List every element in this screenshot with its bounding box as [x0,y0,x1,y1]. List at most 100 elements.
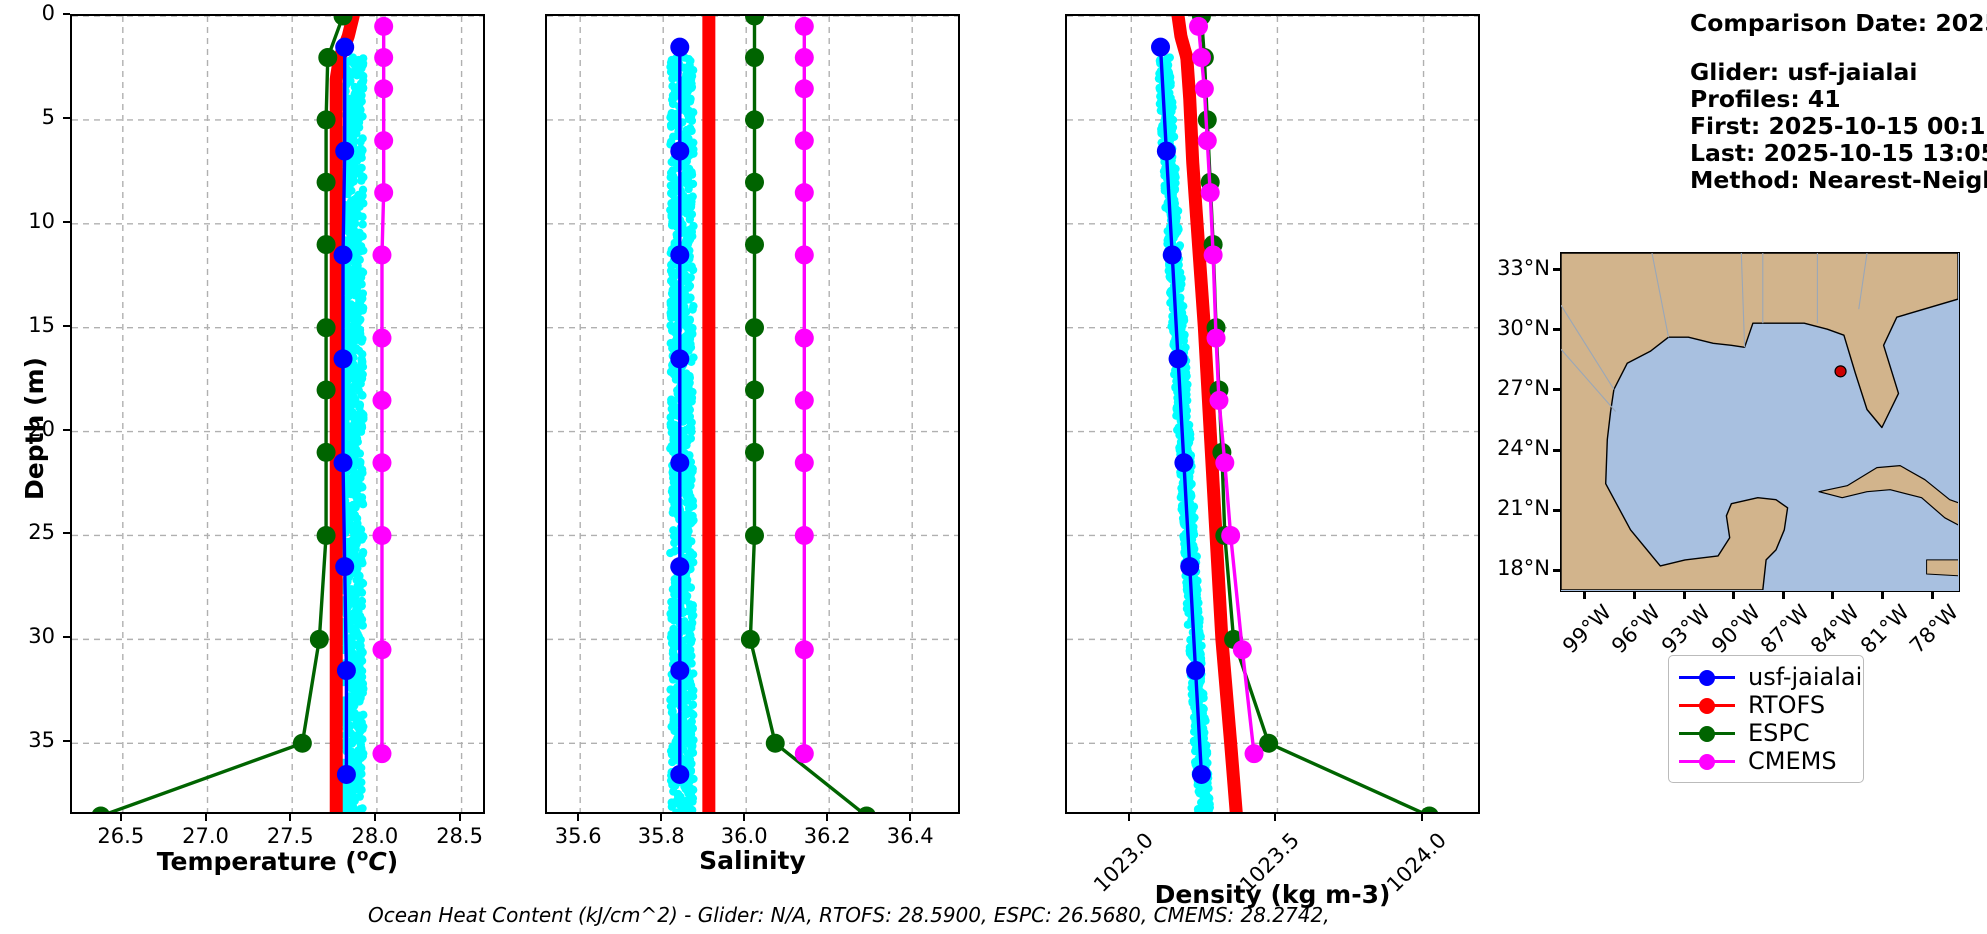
xtick-mark [909,814,912,821]
comparison-date-text: Comparison Date: 2025-10-15 [1690,9,1987,37]
legend-item[interactable]: ESPC [1679,719,1851,747]
ytick-label: 15 [28,312,55,337]
series-usf-jaialai [670,37,690,784]
map-lat-label: 18°N [1497,556,1550,581]
ytick-mark [63,740,70,743]
legend-item-label: usf-jaialai [1748,663,1863,691]
series-cmems [794,16,814,764]
ytick-mark [63,220,70,223]
map-lon-tick [1732,591,1736,599]
legend-item-label: CMEMS [1748,747,1837,775]
ytick-label: 25 [28,520,55,545]
legend-item[interactable]: RTOFS [1679,691,1851,719]
series-espc [740,16,876,812]
series-usf-jaialai [1151,37,1211,784]
legend-line-icon [1679,669,1735,686]
map-lon-tick [1881,591,1885,599]
temperature-plot-area [70,14,485,814]
map-lon-tick [1930,591,1934,599]
xtick-label: 36.0 [720,824,768,848]
depth-axis-title: Depth (m) [20,357,49,500]
xtick-mark [1128,814,1131,821]
map-lon-tick [1781,591,1785,599]
series-rtofs [1171,16,1243,812]
xtick-mark [458,814,461,821]
profiles-count-text: Profiles: 41 [1690,85,1841,113]
ytick-mark [63,428,70,431]
xtick-mark [119,814,122,821]
last-timestamp-text: Last: 2025-10-15 13:05:48 [1690,139,1987,167]
xtick-mark [373,814,376,821]
xtick-label: 36.4 [886,824,934,848]
ytick-label: 10 [28,208,55,233]
xtick-label: 35.6 [554,824,602,848]
map-lat-tick [1553,508,1561,512]
xtick-mark [1420,814,1423,821]
map-lat-label: 33°N [1497,255,1550,280]
ytick-label: 20 [28,416,55,441]
ytick-mark [63,116,70,119]
map-lat-label: 21°N [1497,496,1550,521]
series-usf-jaialai [333,37,356,784]
map-lat-tick [1553,328,1561,332]
ytick-mark [63,636,70,639]
map-lon-tick [1632,591,1636,599]
xtick-mark [660,814,663,821]
map-lat-label: 24°N [1497,436,1550,461]
xtick-mark [826,814,829,821]
legend-line-icon [1679,753,1735,770]
legend-item[interactable]: CMEMS [1679,747,1851,775]
map-lon-tick [1831,591,1835,599]
xtick-label: 27.5 [266,824,314,848]
location-map[interactable] [1560,252,1960,592]
first-timestamp-text: First: 2025-10-15 00:12:10 [1690,112,1987,140]
ytick-label: 5 [41,104,55,129]
legend-item-label: ESPC [1748,719,1810,747]
map-lat-tick [1553,448,1561,452]
map-lon-tick [1583,591,1587,599]
xtick-mark [204,814,207,821]
xtick-label: 26.5 [97,824,145,848]
legend-line-icon [1679,725,1735,742]
series-espc [92,16,353,812]
series-legend: usf-jaialai RTOFS ESPC CMEMS [1668,655,1864,783]
ocean-heat-content-caption: Ocean Heat Content (kJ/cm^2) - Glider: N… [368,903,1330,927]
xtick-label: 28.5 [436,824,483,848]
ytick-mark [63,324,70,327]
xtick-label: 36.2 [803,824,851,848]
legend-line-icon [1679,697,1735,714]
map-lat-tick [1553,388,1561,392]
ytick-mark [63,532,70,535]
temperature-axis-title: Temperature (oC) [70,846,485,876]
glider-name-text: Glider: usf-jaialai [1690,58,1918,86]
density-axis-title: Density (kg m-3) [1154,880,1391,909]
ytick-label: 35 [28,728,55,753]
ytick-mark [63,13,70,15]
ytick-label: 30 [28,624,55,649]
map-lat-tick [1553,568,1561,572]
legend-item[interactable]: usf-jaialai [1679,663,1862,691]
xtick-mark [1274,814,1277,821]
temperature-plot-svg [72,16,483,812]
ytick-label: 0 [41,1,55,25]
temperature-axis-title-text: Temperature (oC) [156,846,399,877]
xtick-label: 28.0 [351,824,399,848]
map-lon-tick [1682,591,1686,599]
salinity-plot-svg [547,16,958,812]
series-cmems [372,16,394,764]
map-lat-tick [1553,268,1561,272]
method-text: Method: Nearest-Neighbor [1690,166,1987,194]
map-lat-label: 30°N [1497,315,1550,340]
xtick-mark [577,814,580,821]
salinity-plot-area [545,14,960,814]
glider-scatter-cloud [666,53,698,812]
xtick-label: 1024.0 [1381,828,1451,897]
xtick-mark [743,814,746,821]
xtick-mark [289,814,292,821]
info-spacer [1690,37,1987,59]
series-rtofs [702,16,716,812]
map-lat-label: 27°N [1497,375,1550,400]
density-plot-area [1065,14,1480,814]
salinity-axis-title: Salinity [699,846,806,875]
